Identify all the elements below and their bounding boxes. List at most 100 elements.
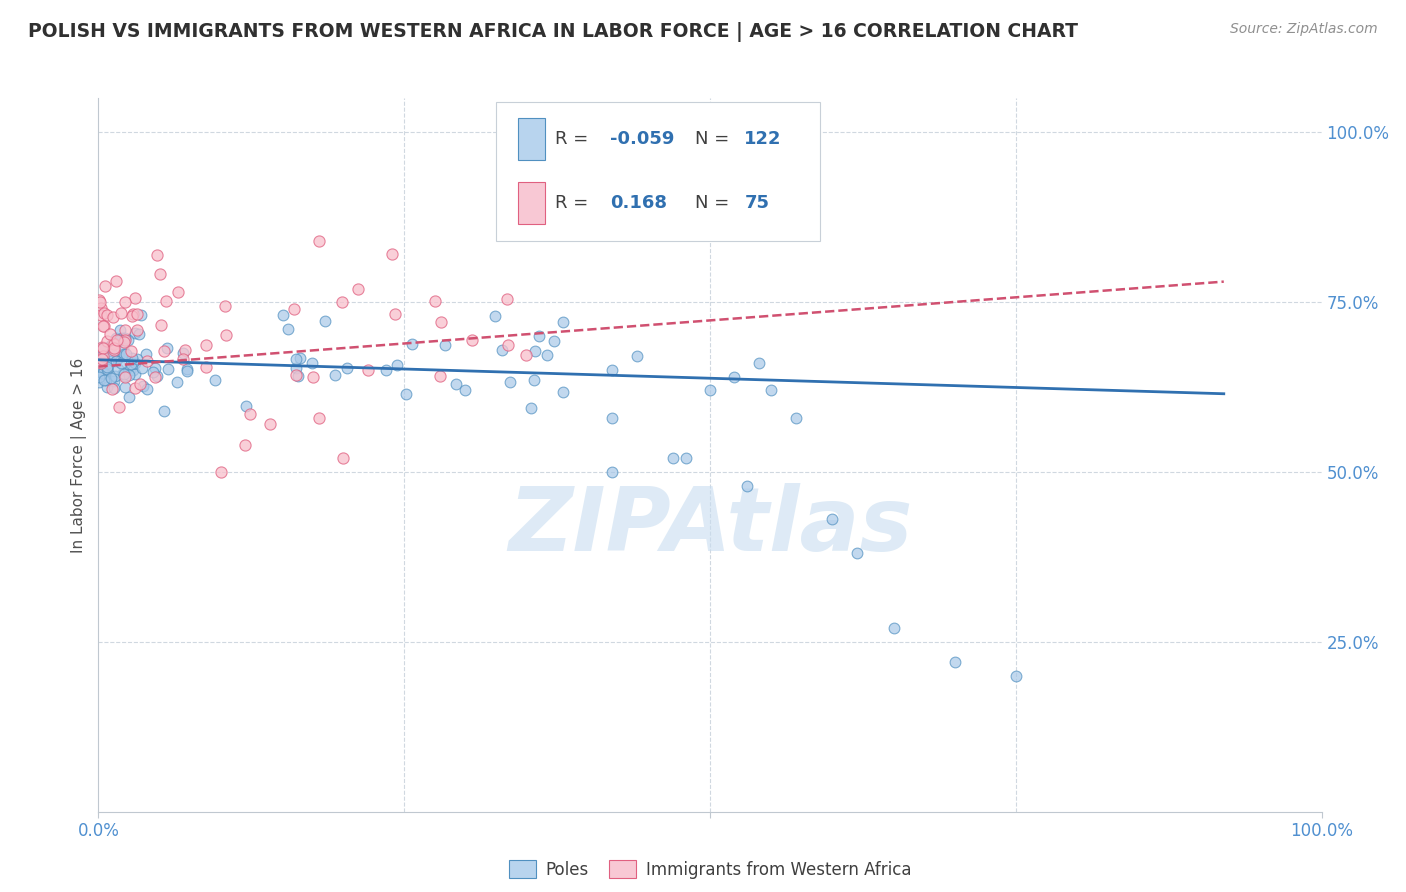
Point (96, 334, 118, 349)
Point (176, 361, 198, 376)
Point (204, 372, 226, 386)
Point (114, 370, 136, 384)
Point (395, 386, 418, 401)
Point (93, 306, 115, 320)
Point (124, 381, 146, 395)
Point (101, 383, 124, 397)
Point (735, 478, 758, 492)
Point (662, 193, 685, 207)
Point (124, 326, 146, 340)
Point (103, 374, 125, 388)
Point (520, 401, 543, 415)
Point (381, 247, 404, 261)
Point (87, 293, 110, 308)
Point (308, 234, 330, 248)
Point (111, 341, 134, 355)
Point (233, 438, 256, 452)
Point (235, 399, 257, 413)
Point (301, 356, 323, 370)
Point (136, 354, 159, 368)
Point (111, 366, 134, 380)
Y-axis label: In Labor Force | Age > 16: In Labor Force | Age > 16 (72, 358, 87, 552)
Point (128, 376, 150, 391)
Point (93, 319, 115, 334)
Point (94, 373, 117, 387)
Point (135, 346, 157, 360)
Point (214, 299, 236, 313)
Point (114, 323, 136, 337)
Point (785, 410, 807, 425)
Point (132, 379, 155, 393)
Point (491, 343, 513, 357)
Text: 75: 75 (744, 194, 769, 211)
Point (454, 384, 477, 398)
Point (496, 293, 519, 307)
Point (90, 340, 112, 354)
Point (330, 295, 353, 310)
Point (118, 368, 141, 382)
Point (429, 368, 451, 383)
Point (104, 354, 127, 368)
Text: POLISH VS IMMIGRANTS FROM WESTERN AFRICA IN LABOR FORCE | AGE > 16 CORRELATION C: POLISH VS IMMIGRANTS FROM WESTERN AFRICA… (28, 22, 1078, 42)
Point (112, 335, 135, 350)
Point (114, 333, 136, 347)
Point (124, 291, 146, 305)
Point (90, 367, 112, 381)
Point (434, 338, 457, 352)
Point (209, 465, 232, 479)
Point (103, 381, 125, 395)
Point (114, 331, 136, 345)
Point (105, 333, 128, 347)
Point (136, 382, 159, 396)
Point (90, 356, 112, 370)
Point (515, 348, 537, 362)
Point (96, 360, 118, 375)
Point (89, 343, 111, 357)
Point (845, 546, 868, 560)
Point (111, 349, 134, 363)
Text: 122: 122 (744, 129, 782, 147)
Text: 0.168: 0.168 (610, 194, 666, 211)
Point (90, 301, 112, 315)
Point (600, 465, 623, 479)
Point (943, 655, 966, 669)
Point (129, 308, 152, 322)
Point (90, 308, 112, 322)
Point (90, 351, 112, 366)
Bar (517, 182, 546, 224)
Point (551, 384, 574, 399)
Point (107, 334, 129, 348)
Point (97, 344, 120, 359)
Point (128, 326, 150, 341)
Point (110, 356, 132, 370)
Point (259, 417, 281, 432)
Point (149, 318, 172, 332)
Point (284, 368, 307, 383)
Point (142, 365, 165, 379)
Point (323, 368, 346, 382)
Text: N =: N = (696, 129, 735, 147)
Point (104, 330, 127, 344)
Point (384, 307, 406, 321)
Point (167, 285, 190, 299)
Point (153, 343, 176, 358)
Point (176, 364, 198, 378)
Point (121, 363, 143, 377)
Point (121, 351, 143, 365)
Point (527, 329, 550, 343)
Point (90, 341, 112, 355)
Point (117, 334, 139, 348)
Point (375, 363, 398, 377)
Point (111, 331, 134, 345)
Point (108, 401, 131, 415)
FancyBboxPatch shape (496, 102, 820, 241)
Point (172, 346, 194, 360)
Point (91, 344, 114, 359)
Point (91, 350, 114, 364)
Point (444, 377, 467, 392)
Point (423, 294, 446, 309)
Text: R =: R = (555, 129, 593, 147)
Point (87, 359, 110, 374)
Point (821, 512, 844, 526)
Point (385, 358, 408, 372)
